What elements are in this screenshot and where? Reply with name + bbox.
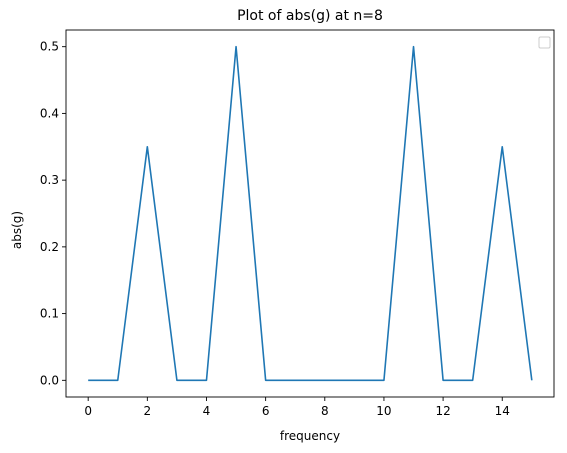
x-tick-label: 10 xyxy=(376,404,391,418)
x-tick-label: 14 xyxy=(495,404,510,418)
axes-frame xyxy=(65,29,555,398)
x-axis-label: frequency xyxy=(280,429,340,443)
y-tick-label: 0.5 xyxy=(40,40,59,54)
legend-box xyxy=(538,36,551,49)
x-tick-label: 0 xyxy=(84,404,92,418)
x-tick-label: 12 xyxy=(435,404,450,418)
y-tick-label: 0.4 xyxy=(40,106,59,120)
chart-title: Plot of abs(g) at n=8 xyxy=(237,8,383,24)
y-tick-label: 0.2 xyxy=(40,240,59,254)
y-axis-label: abs(g) xyxy=(10,211,24,249)
x-tick-label: 4 xyxy=(203,404,211,418)
x-tick-label: 2 xyxy=(144,404,152,418)
y-tick-label: 0.0 xyxy=(40,373,59,387)
series-line-0 xyxy=(88,45,533,382)
y-tick-label: 0.1 xyxy=(40,307,59,321)
x-tick-label: 6 xyxy=(262,404,270,418)
x-tick-label: 8 xyxy=(321,404,329,418)
y-tick-label: 0.3 xyxy=(40,173,59,187)
